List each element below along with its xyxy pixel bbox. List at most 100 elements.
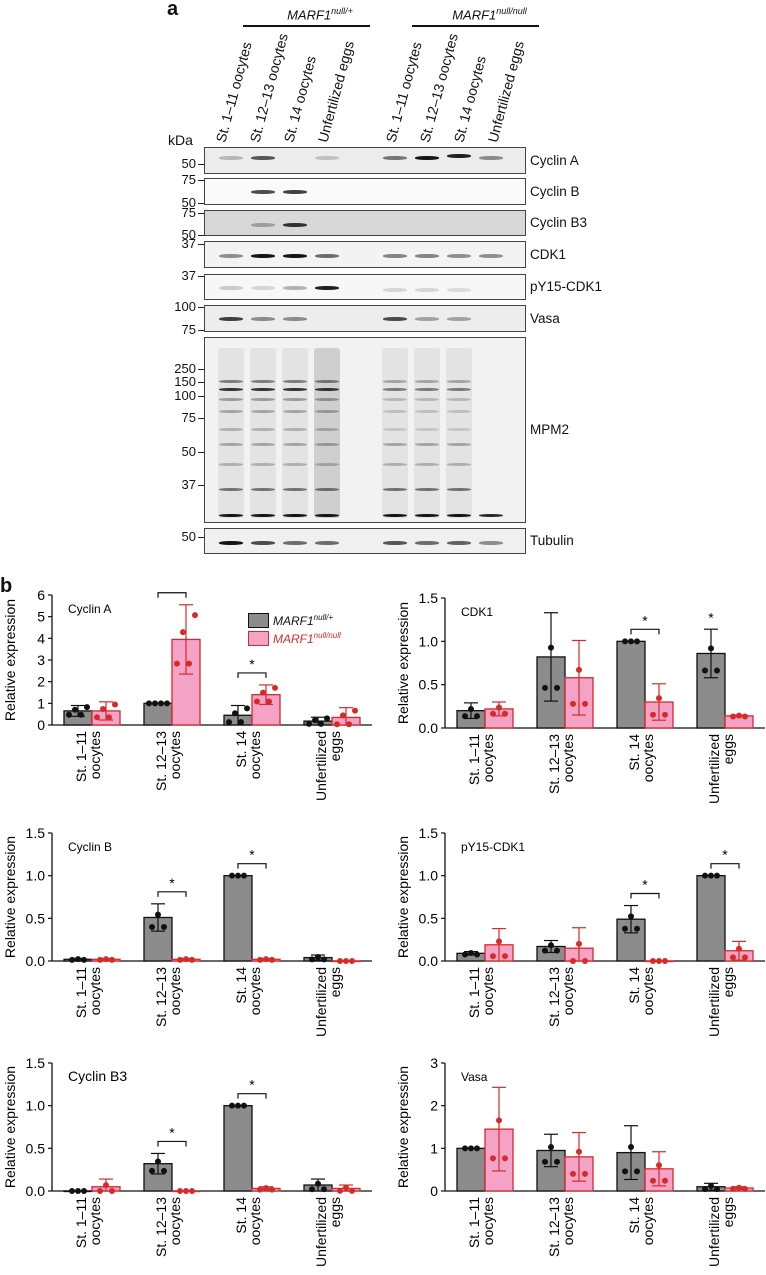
- data-point: [554, 1158, 560, 1165]
- band: [251, 388, 275, 391]
- x-tick-label: eggs: [720, 1197, 736, 1227]
- y-axis-label: Relative expression: [395, 1066, 411, 1188]
- lane-label: Unfertilized eggs: [314, 39, 357, 144]
- x-tick-label: oocytes: [640, 1197, 656, 1245]
- kda-marker: 75: [181, 205, 196, 220]
- band: [219, 254, 243, 258]
- y-tick-label: 3: [37, 652, 45, 668]
- blot-label: Cyclin B3: [530, 215, 588, 230]
- data-point: [81, 956, 87, 963]
- band: [219, 398, 243, 401]
- kda-marker: 50: [181, 227, 196, 242]
- x-tick-label: Unfertilized: [313, 731, 329, 801]
- band: [315, 541, 339, 545]
- kda-tick: [198, 307, 204, 309]
- data-point: [321, 1186, 327, 1193]
- data-point: [226, 719, 232, 726]
- data-point: [730, 713, 736, 720]
- data-point: [736, 712, 742, 719]
- band: [251, 317, 275, 321]
- data-point: [548, 942, 554, 949]
- band: [415, 410, 439, 413]
- chart-title: Cyclin B3: [68, 1068, 127, 1084]
- blot-mpm2: [204, 337, 526, 523]
- data-point: [474, 951, 480, 958]
- chart-cyclin-b3: 0.0 0.5 1.0 1.5 Relative expression Cyclin B3…: [2, 1055, 372, 1267]
- data-point: [702, 872, 708, 879]
- data-point: [576, 666, 582, 673]
- y-tick-label: 0: [430, 1183, 438, 1199]
- data-point: [634, 1168, 640, 1175]
- data-point: [708, 872, 714, 879]
- significance-bracket: [157, 592, 187, 598]
- legend: MARF1null/+ MARF1null/null: [248, 611, 341, 647]
- band: [383, 288, 407, 292]
- band: [283, 514, 307, 517]
- data-point: [714, 872, 720, 879]
- data-point: [554, 947, 560, 954]
- data-point: [548, 644, 554, 651]
- y-tick-label: 0.5: [419, 677, 439, 693]
- data-point: [468, 1145, 474, 1152]
- data-point: [702, 667, 708, 674]
- band: [415, 488, 439, 491]
- band: [415, 398, 439, 401]
- lane-smear: [250, 348, 276, 518]
- data-point: [502, 710, 508, 717]
- band: [383, 541, 407, 545]
- kda-marker: 50: [181, 444, 196, 459]
- y-axis-label: Relative expression: [395, 602, 411, 724]
- legend-sup: null/+: [313, 612, 334, 622]
- kda-tick: [198, 418, 204, 420]
- data-point: [189, 1188, 195, 1194]
- chart-title: Cyclin A: [68, 602, 111, 616]
- data-point: [97, 956, 103, 963]
- x-tick-label: oocytes: [167, 967, 183, 1015]
- band: [415, 428, 439, 431]
- data-point: [309, 1186, 315, 1193]
- lane-smear: [282, 348, 308, 518]
- y-tick-label: 3: [430, 1055, 438, 1071]
- data-point: [269, 956, 275, 963]
- band: [251, 428, 275, 431]
- band: [383, 428, 407, 431]
- data-point: [149, 924, 155, 931]
- data-point: [177, 1188, 183, 1194]
- band: [479, 156, 503, 160]
- x-tick-label: St. 1–11: [73, 1197, 89, 1248]
- data-point: [468, 949, 474, 956]
- bar-het: [223, 875, 253, 962]
- band: [251, 286, 275, 290]
- data-point: [650, 711, 656, 718]
- data-point: [186, 660, 192, 667]
- data-point: [324, 715, 330, 722]
- chart-py15-cdk1: 0.0 0.5 1.0 1.5 Relative expression pY15-CDK1…: [395, 825, 765, 1037]
- band: [219, 410, 243, 413]
- data-point: [235, 1102, 241, 1109]
- band: [251, 380, 275, 383]
- data-point: [570, 958, 576, 964]
- data-point: [656, 1162, 662, 1169]
- kda-header: kDa: [168, 132, 193, 148]
- band: [251, 541, 275, 545]
- band: [383, 156, 407, 160]
- x-tick-label: St. 14: [626, 734, 642, 771]
- band: [383, 514, 407, 517]
- data-point: [263, 956, 269, 963]
- band: [447, 317, 471, 321]
- x-tick-label: St. 12–13: [546, 967, 562, 1027]
- significance-star: *: [249, 847, 255, 863]
- data-point: [244, 705, 250, 712]
- data-point: [229, 1102, 235, 1109]
- data-point: [742, 954, 748, 961]
- data-point: [349, 958, 355, 964]
- kda-tick: [198, 244, 204, 246]
- data-point: [174, 660, 180, 667]
- bar-het: [143, 702, 173, 726]
- significance-star: *: [169, 585, 175, 592]
- data-point: [714, 1186, 720, 1193]
- band: [447, 443, 471, 446]
- significance-bracket: [630, 892, 660, 899]
- significance-star: *: [169, 875, 175, 891]
- data-point: [702, 1186, 708, 1193]
